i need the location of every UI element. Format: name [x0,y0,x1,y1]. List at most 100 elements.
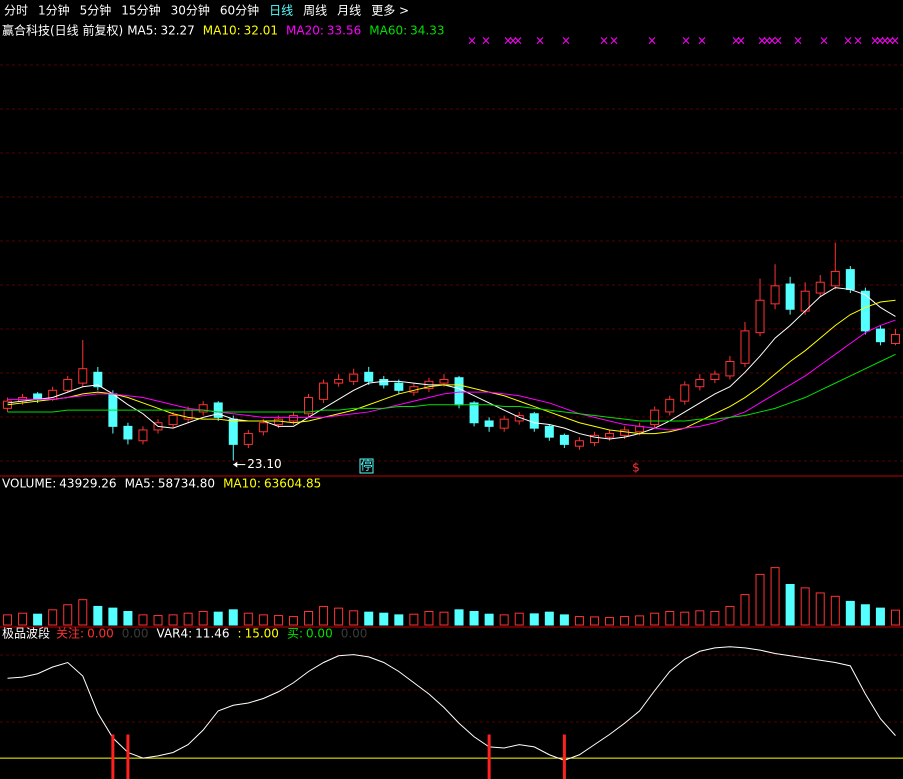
candle-body [273,418,283,426]
signal-mark: × [773,34,783,48]
signal-mark: × [853,34,863,48]
indicator-line [7,646,896,761]
menu-item[interactable]: 1分钟 [38,3,70,18]
candle-body [228,418,238,445]
volume-bar [484,613,494,626]
volume-bar [63,604,73,626]
volume-bar [138,614,148,626]
volume-bar [740,594,750,626]
volume-bar [183,612,193,626]
volume-bar [589,616,599,626]
volume-bar [198,611,208,626]
candle-body [559,434,569,445]
menu-item[interactable]: 周线 [303,4,327,18]
stop-marker-box [359,458,374,474]
signal-mark: × [762,34,772,48]
signal-mark: × [535,34,545,48]
chart-title: 极品波段 [2,626,50,641]
signal-mark: × [875,34,885,48]
candle-body [725,360,735,377]
readout-label: VAR4: [157,627,193,641]
ma-line [7,319,896,431]
readout-label: MA10: [203,24,241,38]
readout-value: 0.00 [341,627,368,641]
volume-bar [228,609,238,626]
volume-bar [650,612,660,626]
volume-bar [334,607,344,626]
volume-bar [559,614,569,626]
candle-body [740,330,750,364]
readout-value: 0.00 [306,627,333,641]
candle-body [574,440,584,447]
s-marker: $ [632,461,640,475]
volume-bar [695,610,705,626]
signal-mark: × [599,34,609,48]
menu-item[interactable]: 分时 [4,4,28,18]
candle-body [544,425,554,438]
candle-body [529,413,539,429]
volume-bar [830,595,840,626]
volume-bar [635,615,645,626]
volume-bar [213,611,223,626]
volume-bar [680,611,690,626]
readout-value: 0.00 [87,627,114,641]
signal-mark: × [508,34,518,48]
volume-bar [168,614,178,626]
candle-body [830,270,840,287]
signal-mark: × [880,34,890,48]
signal-mark: × [843,34,853,48]
menu-item[interactable]: 日线 [269,4,293,18]
candle-body [785,283,795,310]
volume-bar [258,614,268,626]
volume-bar [845,600,855,626]
volume-bar [48,609,58,626]
chart-title: 赢合科技(日线 前复权) [2,23,123,38]
menu-item[interactable]: 更多 > [371,4,409,18]
volume-bar [469,611,479,626]
volume-bar [529,613,539,626]
readout-label: 买: [287,627,303,641]
volume-bar [93,605,103,626]
readout-label: MA10: [223,477,261,491]
signal-mark: × [513,34,523,48]
menu-item[interactable]: 30分钟 [171,3,210,18]
signal-mark: × [609,34,619,48]
menu-item[interactable]: 5分钟 [80,3,112,18]
volume-bar [514,612,524,626]
volume-bar [800,587,810,626]
menu-item[interactable]: 15分钟 [121,3,160,18]
candle-body [890,333,900,344]
ma-line [7,287,896,440]
ma-line [7,353,896,422]
candle-body [695,379,705,388]
volume-bar [78,599,88,626]
readout-value: 34.33 [410,24,444,38]
candle-body [138,429,148,442]
volume-bar [18,612,28,626]
candle-body [319,382,329,400]
volume-bar [319,605,329,626]
signal-mark: × [467,34,477,48]
readout-value: 58734.80 [158,477,215,491]
menu-item[interactable]: 月线 [337,4,361,18]
candle-body [243,433,253,445]
signal-mark: × [767,34,777,48]
volume-bar [439,611,449,626]
readout-label: MA5: [125,477,155,491]
candle-body [845,269,855,290]
candle-body [349,373,359,382]
menu-item[interactable]: 60分钟 [220,3,259,18]
candle-body [755,299,765,334]
volume-bar [620,616,630,626]
volume-bar [349,610,359,626]
readout-label: : [238,627,242,641]
volume-bar [288,616,298,626]
readout-value: 33.56 [327,24,361,38]
readout-value: 11.46 [195,627,229,641]
candle-body [770,285,780,305]
volume-bar [665,611,675,626]
volume-bar [108,607,118,626]
stop-marker: 停 [360,458,372,473]
volume-bar [123,611,133,626]
